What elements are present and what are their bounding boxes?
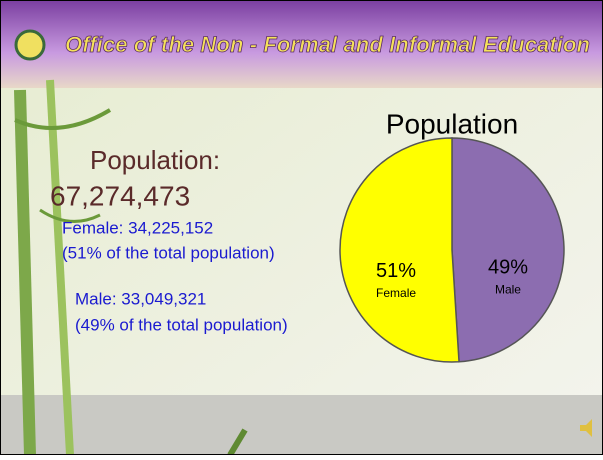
slice-value-label: 49% <box>488 257 528 279</box>
heading: Population: <box>90 145 220 175</box>
pie-slice <box>451 137 565 363</box>
male-share: (49% of the total population) <box>75 315 288 334</box>
female-line: Female: 34,225,152 <box>62 218 213 237</box>
footer-band <box>0 395 603 455</box>
sound-icon[interactable] <box>580 419 592 437</box>
slice-category-label: Female <box>376 286 416 300</box>
pie-slice <box>339 137 460 363</box>
header-title: Office of the Non - Formal and Informal … <box>65 32 590 57</box>
chart-title: Population <box>386 108 518 139</box>
total: 67,274,473 <box>50 180 190 211</box>
slice-category-label: Male <box>495 282 521 296</box>
male-line: Male: 33,049,321 <box>75 289 206 308</box>
female-share: (51% of the total population) <box>62 243 275 262</box>
logo <box>14 29 46 61</box>
slice-value-label: 51% <box>376 260 416 282</box>
header-band <box>0 0 603 88</box>
bamboo <box>14 79 248 457</box>
